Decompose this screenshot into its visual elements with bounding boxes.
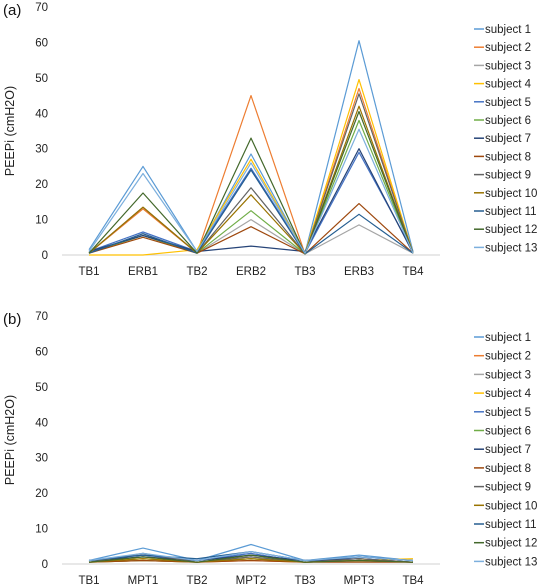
- y-tick-label: 20: [35, 488, 48, 500]
- panel-label: (a): [3, 2, 21, 19]
- y-tick-label: 40: [35, 417, 48, 429]
- y-tick-label: 0: [42, 250, 48, 262]
- series-line: [88, 550, 414, 562]
- legend-entry: subject 1: [485, 24, 531, 36]
- x-tick-label: TB4: [402, 266, 424, 278]
- series-line: [89, 78, 414, 256]
- x-tick-label: TB1: [78, 266, 99, 278]
- legend-entry: subject 3: [485, 369, 531, 381]
- legend-entry: subject 4: [485, 79, 532, 91]
- legend-entry: subject 1: [485, 332, 531, 344]
- panel-label: (b): [3, 311, 21, 328]
- legend-entry: subject 10: [485, 188, 537, 200]
- y-tick-label: 0: [42, 559, 48, 571]
- series-line: [88, 128, 414, 254]
- chart-panel-b: (b) PEEPi (cmH2O) 0 10 20 30 40 50 60 70 TB1 MPT1 TB…: [3, 311, 537, 587]
- legend-entry: subject 10: [485, 500, 537, 512]
- legend-entry: subject 8: [485, 463, 531, 475]
- series-line: [88, 110, 414, 255]
- legend-entry: subject 5: [485, 407, 531, 419]
- x-tick-label: TB3: [294, 575, 315, 587]
- x-tick-label: MPT2: [236, 575, 267, 587]
- legend-entry: subject 7: [485, 444, 531, 456]
- y-tick-label: 20: [35, 179, 48, 191]
- y-axis-title: PEEPi (cmH2O): [3, 86, 17, 176]
- legend-entry: subject 8: [485, 151, 531, 163]
- series-line: [88, 151, 414, 254]
- legend-entry: subject 7: [485, 133, 531, 145]
- x-tick-label: ERB3: [344, 266, 374, 278]
- legend-entry: subject 4: [485, 388, 532, 400]
- series-line: [88, 203, 414, 255]
- x-tick-label: TB4: [402, 575, 424, 587]
- legend-entry: subject 2: [485, 351, 531, 363]
- y-tick-label: 70: [35, 311, 48, 323]
- y-tick-label: 10: [35, 215, 48, 227]
- legend-entry: subject 12: [485, 538, 537, 550]
- legend-entry: subject 6: [485, 115, 531, 127]
- series-line: [88, 105, 414, 255]
- x-tick-label: TB3: [294, 266, 315, 278]
- y-tick-label: 50: [35, 382, 48, 394]
- series-line: [88, 87, 414, 255]
- legend-entry: subject 11: [485, 206, 537, 218]
- y-tick-label: 60: [35, 37, 48, 49]
- y-tick-label: 60: [35, 346, 48, 358]
- series-line: [88, 543, 414, 562]
- legend-entry: subject 6: [485, 426, 531, 438]
- x-tick-label: TB2: [186, 575, 207, 587]
- legend-entry: subject 9: [485, 170, 531, 182]
- y-tick-label: 70: [35, 2, 48, 14]
- legend-entry: subject 12: [485, 224, 537, 236]
- legend-entry: subject 13: [485, 242, 537, 254]
- legend-entry: subject 11: [485, 519, 537, 531]
- y-axis-title: PEEPi (cmH2O): [3, 395, 17, 485]
- y-tick-label: 40: [35, 108, 48, 120]
- x-tick-label: TB1: [78, 575, 99, 587]
- series-line: [88, 554, 414, 563]
- y-tick-label: 30: [35, 453, 48, 465]
- x-tick-label: MPT1: [128, 575, 159, 587]
- legend-entry: subject 13: [485, 556, 537, 568]
- legend-entry: subject 3: [485, 60, 531, 72]
- chart-panel-a: (a) PEEPi (cmH2O) 0 10 20 30 40 50 60 70 TB1 ERB1 TB…: [3, 2, 537, 278]
- y-tick-label: 10: [35, 524, 48, 536]
- x-tick-label: MPT3: [344, 575, 375, 587]
- series-line: [88, 148, 414, 254]
- y-tick-label: 50: [35, 73, 48, 85]
- series-line: [88, 559, 413, 563]
- x-tick-label: ERB2: [236, 266, 266, 278]
- x-tick-label: ERB1: [128, 266, 158, 278]
- y-tick-label: 30: [35, 144, 48, 156]
- series-line: [88, 169, 414, 255]
- legend-entry: subject 9: [485, 482, 531, 494]
- legend-entry: subject 5: [485, 97, 531, 109]
- x-tick-label: TB2: [186, 266, 207, 278]
- series-line: [88, 40, 414, 254]
- legend-entry: subject 2: [485, 42, 531, 54]
